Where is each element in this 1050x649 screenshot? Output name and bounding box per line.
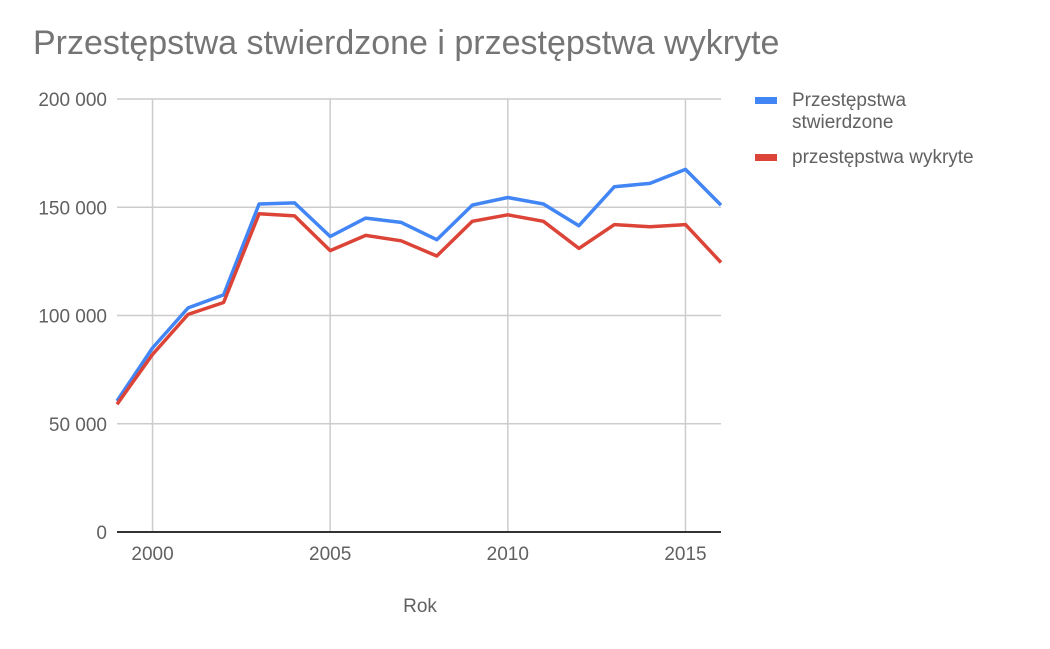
x-tick-label: 2005	[309, 544, 351, 565]
y-tick-label: 100 000	[38, 307, 107, 328]
y-tick-label: 50 000	[49, 415, 107, 436]
series-line-2	[115, 211, 723, 406]
legend: Przestępstwa stwierdzone przestępstwa wykr…	[755, 90, 974, 168]
legend-label: Przestępstwa stwierdzone	[792, 90, 906, 133]
gridlines	[117, 98, 721, 532]
y-tick-label: 150 000	[38, 198, 107, 219]
y-tick-label: 200 000	[38, 90, 107, 111]
y-tick-label: 0	[96, 523, 107, 544]
x-tick-label: 2000	[131, 544, 173, 565]
series-lines	[115, 167, 723, 406]
x-axis-title: Rok	[403, 596, 437, 617]
tick-labels: 0 50 000 100 000 150 000 200 000 2000 2005 2010…	[38, 90, 706, 565]
chart-title: Przestępstwa stwierdzone i przestępstwa …	[33, 24, 780, 62]
series-line-1	[115, 167, 723, 402]
legend-swatch	[755, 97, 777, 104]
x-tick-label: 2015	[664, 544, 706, 565]
legend-label: przestępstwa wykryte	[792, 147, 974, 168]
x-tick-label: 2010	[487, 544, 529, 565]
legend-swatch	[755, 154, 777, 161]
